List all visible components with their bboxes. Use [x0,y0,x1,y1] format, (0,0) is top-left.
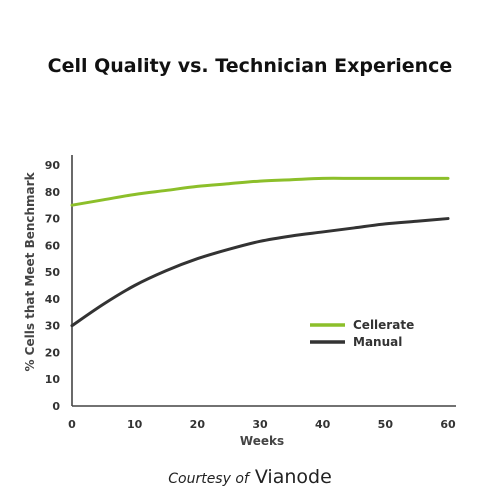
x-tick-label: 30 [252,418,268,431]
x-tick-label: 10 [127,418,143,431]
series-line-cellerate [70,176,450,207]
x-tick-label: 20 [190,418,206,431]
y-tick-label: 20 [45,346,61,359]
legend-label-cellerate: Cellerate [353,318,414,332]
chart-title: Cell Quality vs. Technician Experience [48,55,453,77]
y-tick-label: 0 [52,400,60,413]
x-tick-label: 60 [440,418,456,431]
x-axis-label: Weeks [240,434,284,448]
series-line-manual [70,217,450,328]
vianode-logo-text: Vianode [254,466,332,488]
y-tick-label: 30 [45,320,61,333]
y-tick-label: 80 [45,186,61,199]
legend-label-manual: Manual [353,335,402,349]
y-tick-label: 50 [45,266,61,279]
credit-prefix: Courtesy of [168,471,249,487]
y-tick-label: 60 [45,239,61,252]
y-tick-label: 40 [45,293,61,306]
y-axis-ticks: 0 10 20 30 40 50 60 70 80 90 [45,159,61,413]
x-tick-label: 40 [315,418,331,431]
x-axis-ticks: 0 10 20 30 40 50 60 [68,418,456,431]
y-tick-label: 90 [45,159,61,172]
x-tick-label: 0 [68,418,76,431]
y-tick-label: 70 [45,213,61,226]
credit-line: Courtesy of Vianode [0,466,500,488]
legend: Cellerate Manual [310,318,414,349]
series-lines [70,176,450,328]
y-axis-label: % Cells that Meet Benchmark [23,171,37,371]
y-tick-label: 10 [45,373,61,386]
x-tick-label: 50 [378,418,394,431]
